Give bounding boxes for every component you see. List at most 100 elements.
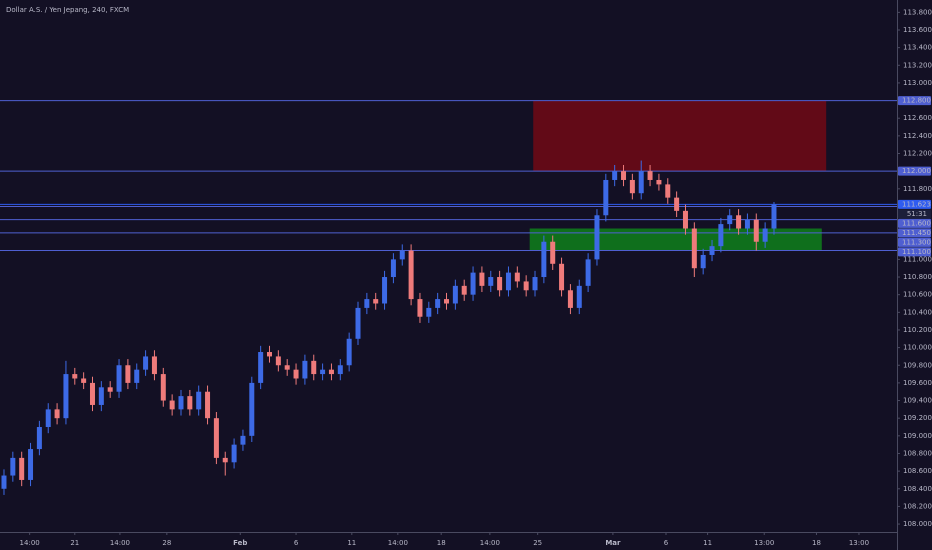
zone [533,100,827,172]
y-tick-label: 111.000 [903,255,932,263]
candle-body [45,409,51,428]
candle-body [116,365,122,392]
y-tick-label: 109.600 [903,379,932,387]
candle-body [417,299,423,317]
candle-body [160,374,166,401]
candle-body [426,307,432,317]
candle-body [700,254,706,269]
level-label: 112.000 [902,167,931,175]
candle-body [205,391,211,419]
candle-body [178,396,184,410]
candle-body [320,369,326,375]
y-tick-label: 113.600 [903,26,932,34]
candle-body [293,369,299,379]
level-label: 111.450 [902,229,931,237]
candle-body [134,369,140,383]
level-label-bg [898,96,931,106]
candle-body [143,356,149,370]
y-tick-label: 108.600 [903,467,932,475]
x-tick-label: 11 [703,539,712,547]
x-tick-label: Feb [233,539,247,547]
candle-body [736,215,742,229]
y-tick-label: 113.800 [903,8,932,16]
candle-body [461,285,467,295]
candle-body [36,427,42,450]
candle-body [107,387,113,392]
candle-body [373,299,379,304]
candle-body [125,365,131,383]
candle-body [585,259,591,286]
x-tick-label: 25 [533,539,542,547]
candle-body [382,277,388,304]
y-tick-label: 109.200 [903,414,932,422]
candle-body [744,219,750,229]
y-tick-label: 111.800 [903,185,932,193]
candle-body [771,204,777,229]
candle-body [169,400,175,410]
level-label: 112.800 [902,97,931,105]
candle-body [612,171,618,180]
candle-body [81,378,87,383]
candle-body [72,374,78,379]
candle-body [364,299,370,308]
y-tick-label: 113.200 [903,61,932,69]
candle-body [665,184,671,198]
level-label: 111.623 [902,200,931,208]
candle-body [514,272,520,282]
x-tick-label: 21 [70,539,79,547]
candle-body [674,197,680,211]
x-tick-label: 14:00 [20,539,40,547]
candle-body [249,382,255,436]
candle-body [479,272,485,286]
y-tick-label: 112.600 [903,114,932,122]
candle-body [541,241,547,278]
x-tick-label: 14:00 [388,539,408,547]
level-label-bg [898,237,931,247]
candle-body [187,396,193,410]
level-label: 111.100 [902,248,931,256]
x-tick-label: 11 [347,539,356,547]
candle-body [231,444,237,463]
y-tick-label: 108.800 [903,449,932,457]
y-tick-label: 110.800 [903,273,932,281]
candle-body [550,241,556,264]
x-tick-label: 13:00 [754,539,774,547]
candle-body [532,277,538,291]
candle-body [302,360,308,379]
candle-body [213,418,219,458]
y-tick-label: 109.800 [903,361,932,369]
candle-body [196,391,202,410]
chart-title: Dollar A.S. / Yen Jepang, 240, FXCM [6,6,129,14]
x-tick-label: 13:00 [849,539,869,547]
candle-body [258,352,264,383]
x-tick-label: 28 [162,539,171,547]
candle-body [311,360,317,375]
candle-body [709,246,715,255]
candle-body [647,171,653,180]
candle-body [275,356,281,366]
y-tick-label: 108.000 [903,520,932,528]
candle-body [89,382,95,405]
candle-body [266,352,272,357]
price-axis-bg [897,0,932,550]
candle-body [328,369,334,375]
candle-body [355,307,361,339]
candle-body [151,356,157,375]
y-tick-label: 112.400 [903,132,932,140]
candle-body [753,219,759,242]
x-tick-label: 6 [294,539,299,547]
candle-body [10,457,16,476]
candle-body [638,171,644,194]
candle-body [567,290,573,308]
candle-body [98,387,104,405]
candle-body [399,250,405,260]
candle-body [576,285,582,308]
y-tick-label: 108.400 [903,485,932,493]
candle-body [621,171,627,180]
candle-body [682,210,688,229]
candle-body [718,224,724,247]
countdown-bg [898,209,931,219]
y-tick-label: 110.400 [903,308,932,316]
